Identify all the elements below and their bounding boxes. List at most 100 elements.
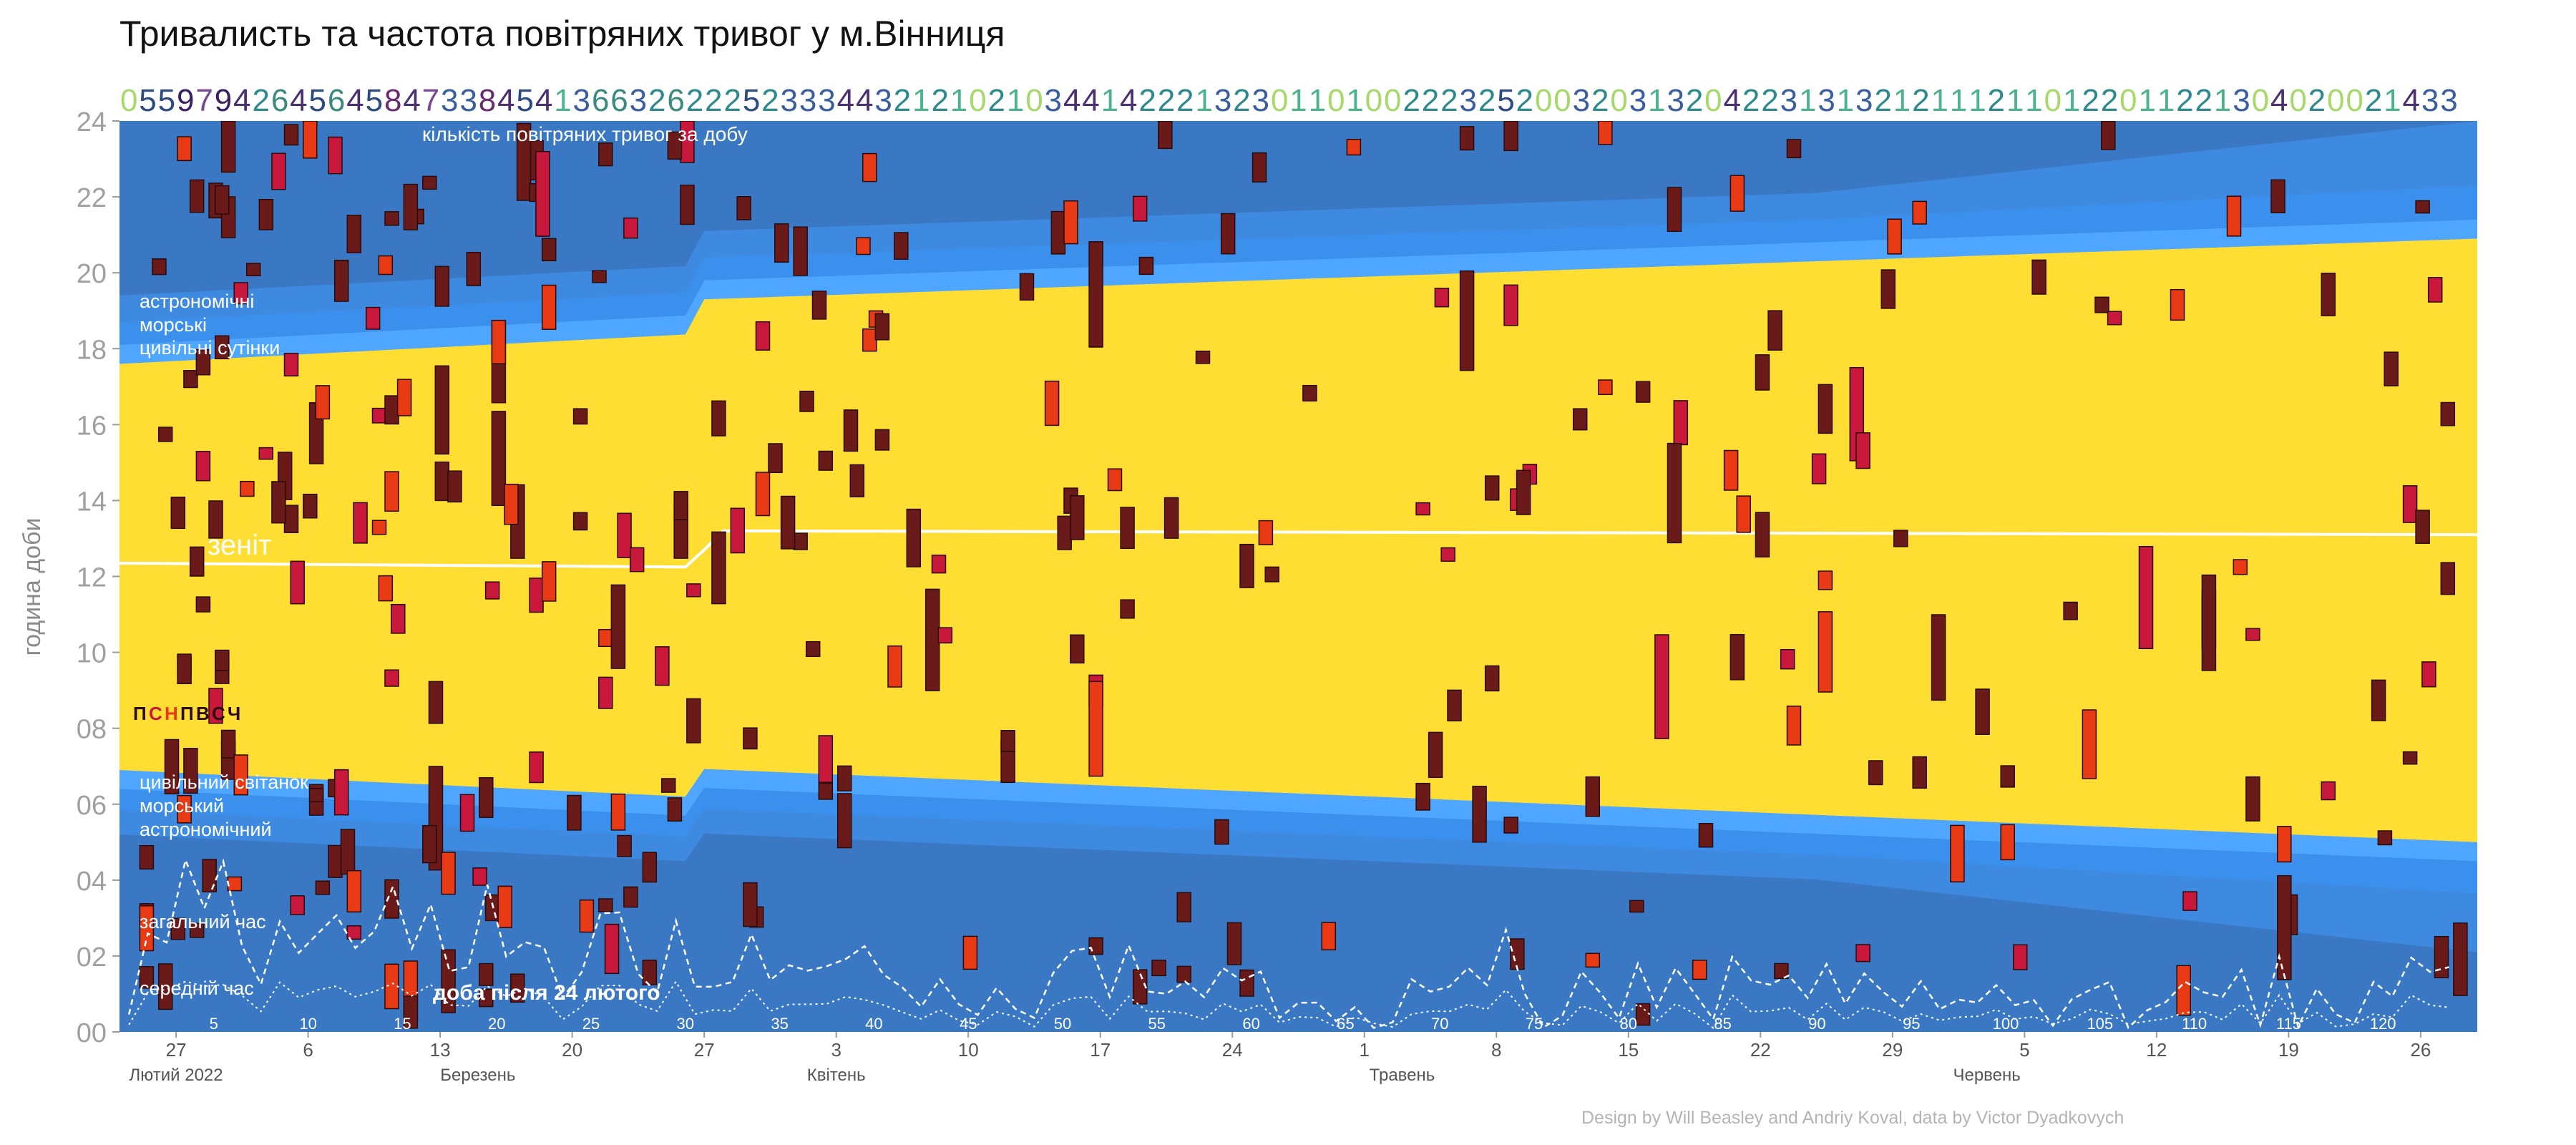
daily-count: 4 <box>1120 83 1137 118</box>
alert-bar <box>152 258 167 276</box>
daily-count: 1 <box>2384 83 2401 118</box>
daily-count: 8 <box>479 83 496 118</box>
alert-bar <box>189 922 205 938</box>
alert-bar <box>378 575 394 602</box>
alert-bar <box>673 491 688 521</box>
day-number-tick: 55 <box>1148 1015 1166 1033</box>
day-number-tick: 5 <box>210 1015 218 1033</box>
alert-bar <box>711 400 726 437</box>
alert-bar <box>962 935 978 970</box>
alert-bar <box>333 259 349 302</box>
alert-bar <box>1786 139 1802 159</box>
daily-count: 3 <box>573 83 590 118</box>
alert-bar <box>428 681 444 724</box>
daily-count: 6 <box>271 83 288 118</box>
day-number-tick: 65 <box>1337 1015 1354 1033</box>
alert-bar <box>1723 449 1739 491</box>
alert-bar <box>592 270 607 283</box>
month-label: Квітень <box>807 1066 866 1085</box>
alert-bar <box>924 588 940 691</box>
alert-bar <box>1780 648 1795 670</box>
weekday-legend-5: С <box>212 703 225 724</box>
alert-bar <box>1729 175 1745 212</box>
alert-bar <box>610 584 626 669</box>
alert-bar <box>384 395 399 425</box>
daily-count: 2 <box>1742 83 1760 118</box>
alert-bar <box>1516 469 1531 515</box>
daily-count: 1 <box>1289 83 1307 118</box>
alert-bar <box>642 852 658 883</box>
alert-bar <box>258 447 274 460</box>
nautical-dawn-label: морський <box>140 795 224 817</box>
alert-bar <box>567 794 582 831</box>
y-tick-label: 08 <box>77 715 107 745</box>
alert-bar <box>572 408 588 425</box>
alert-bar <box>805 640 821 658</box>
daily-count: 7 <box>195 83 213 118</box>
alert-bar <box>937 627 953 644</box>
alert-bar <box>283 124 299 146</box>
alert-bar <box>2170 288 2185 321</box>
alert-bar <box>1088 241 1103 348</box>
alert-bar <box>598 898 613 912</box>
daily-count: 2 <box>1874 83 1891 118</box>
alert-bar <box>667 131 683 160</box>
daily-count: 3 <box>781 83 798 118</box>
alert-bar <box>862 328 877 352</box>
alert-bar <box>2063 601 2078 620</box>
alert-bar <box>1767 310 1782 351</box>
x-tick-label: 17 <box>1090 1039 1111 1061</box>
daily-count: 1 <box>1799 83 1816 118</box>
daily-count: 1 <box>912 83 930 118</box>
alert-bar <box>894 232 909 260</box>
alert-bar <box>1855 432 1870 469</box>
alert-bar <box>303 121 318 159</box>
weekday-legend-4: В <box>196 703 210 724</box>
alert-bar <box>623 217 638 239</box>
alert-bar <box>491 411 507 507</box>
daily-count: 3 <box>1855 83 1873 118</box>
alert-bar <box>1868 760 1883 786</box>
alert-bar <box>604 923 620 975</box>
alert-bar <box>1887 218 1902 255</box>
alert-bar <box>1434 288 1450 308</box>
alert-bar <box>1163 497 1179 539</box>
alert-bar <box>856 237 871 255</box>
daily-count: 2 <box>1176 83 1194 118</box>
y-tick-label: 10 <box>77 639 107 669</box>
alert-bar <box>170 917 186 940</box>
daily-count: 4 <box>856 83 873 118</box>
y-tick-label: 02 <box>77 942 107 973</box>
alert-bar <box>2182 891 2197 911</box>
alert-bar <box>617 834 632 857</box>
x-tick-label: 27 <box>694 1039 715 1061</box>
alert-bar <box>874 429 890 451</box>
alert-bar <box>346 215 362 253</box>
y-tick-label: 04 <box>77 867 107 897</box>
daily-count: 2 <box>2365 83 2382 118</box>
alert-bar <box>1598 379 1613 396</box>
alert-bar <box>233 282 248 305</box>
daily-count: 5 <box>366 83 383 118</box>
daily-count: 1 <box>1101 83 1118 118</box>
daily-count: 3 <box>2421 83 2439 118</box>
alert-bar <box>811 291 827 320</box>
alert-bar <box>1264 566 1279 583</box>
alert-bar <box>629 547 645 572</box>
daily-count: 3 <box>441 83 458 118</box>
daily-count: 2 <box>723 83 741 118</box>
daily-count: 8 <box>384 83 401 118</box>
daily-count: 0 <box>2119 83 2137 118</box>
day-number-tick: 20 <box>488 1015 505 1033</box>
alert-bar <box>2377 830 2393 846</box>
daily-count: 4 <box>233 83 250 118</box>
alert-bar <box>1667 187 1682 233</box>
alert-bar <box>1132 195 1148 222</box>
alert-bar <box>365 306 381 330</box>
daily-count: 3 <box>1045 83 1062 118</box>
alert-bar <box>610 793 626 831</box>
alert-bar <box>1503 817 1518 834</box>
credit-text: Design by Will Beasley and Andriy Koval,… <box>1581 1108 2124 1128</box>
alert-bar <box>215 185 230 215</box>
alert-bar <box>2107 311 2122 326</box>
